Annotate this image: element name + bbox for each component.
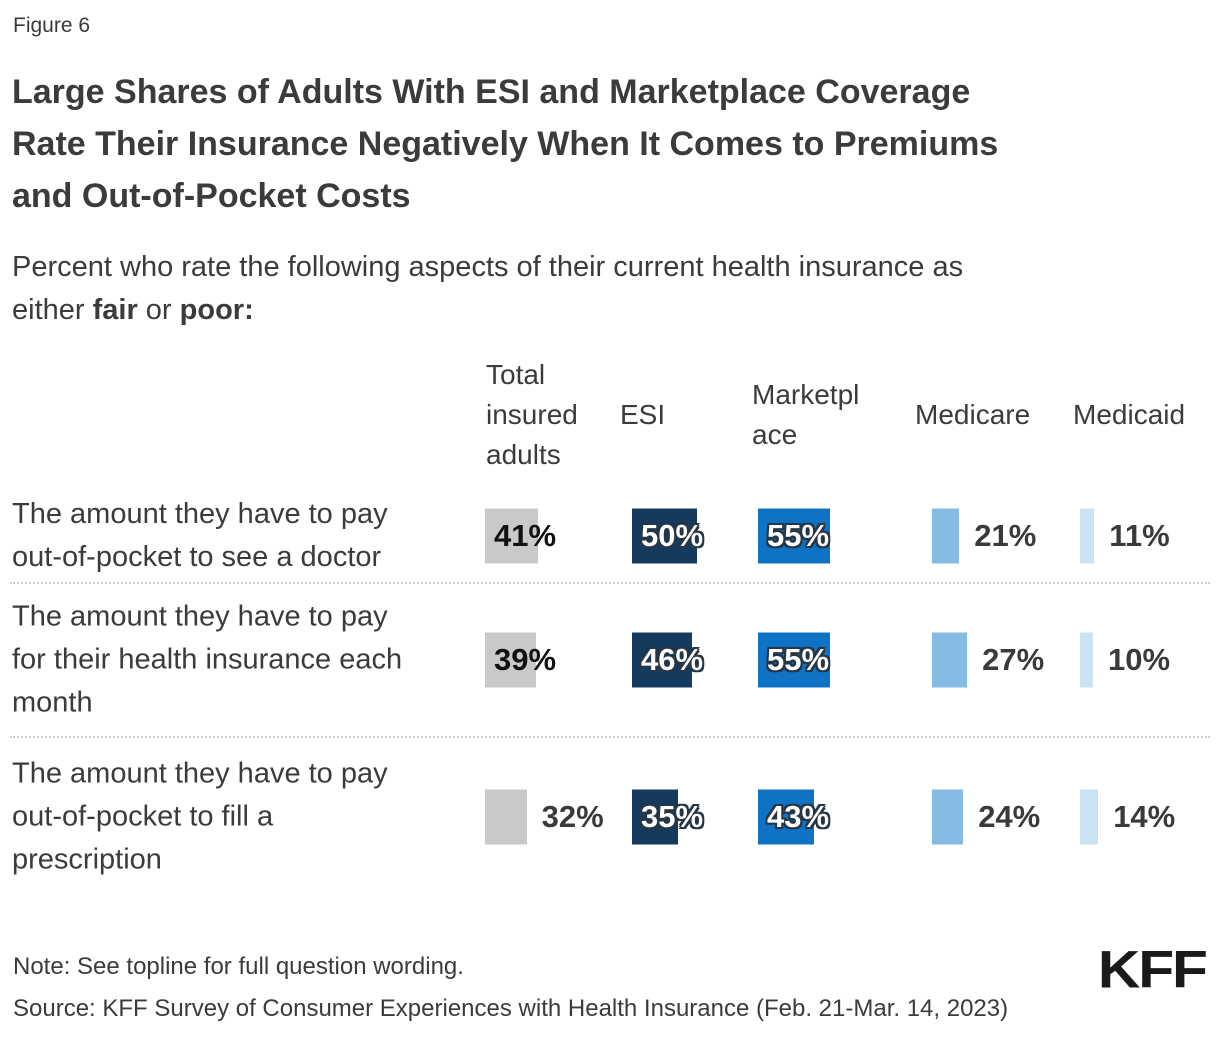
subtitle-bold-poor: poor: — [179, 294, 254, 326]
column-header-marketplace: Marketplace — [752, 345, 864, 485]
medicare-bar — [932, 789, 964, 845]
row-label: The amount they have to pay out-of-pocke… — [12, 497, 388, 573]
column-header-esi: ESI — [620, 345, 700, 485]
esi-value-label: 50% — [641, 517, 704, 553]
medicare-value-label: 21% — [974, 517, 1037, 553]
esi-value-label: 35% — [641, 799, 704, 834]
footer-source: Source: KFF Survey of Consumer Experienc… — [13, 995, 1009, 1022]
subtitle-text: Percent who rate the following aspects o… — [12, 251, 964, 326]
chart-title: Large Shares of Adults With ESI and Mark… — [12, 73, 999, 215]
total-insured-bar — [485, 789, 527, 845]
column-header-label: Medicaid — [1073, 399, 1186, 430]
row-separator — [10, 582, 1210, 584]
chart-row-1: The amount they have to pay out-of-pocke… — [0, 488, 1220, 583]
marketplace-value-label: 43% — [767, 799, 830, 834]
column-header-label: Marketplace — [752, 379, 860, 450]
medicaid-value-label: 14% — [1113, 799, 1176, 834]
chart-row-2: The amount they have to pay for their he… — [0, 582, 1220, 737]
marketplace-value-label: 55% — [767, 517, 830, 553]
row-label: The amount they have to pay out-of-pocke… — [12, 757, 388, 876]
total-insured-value-label: 41% — [494, 517, 557, 553]
marketplace-bar — [758, 508, 830, 563]
total-insured-value-label: 32% — [541, 799, 604, 834]
column-headers: Total insured adults ESI Marketplace Medica… — [0, 345, 1220, 485]
total-insured-bar — [485, 508, 539, 563]
esi-bar — [632, 632, 692, 688]
medicare-value-label: 27% — [982, 642, 1045, 677]
subtitle-bold-fair: fair — [92, 294, 138, 326]
medicaid-bar — [1080, 789, 1099, 845]
total-insured-value-label: 39% — [494, 642, 557, 677]
medicaid-bar — [1080, 508, 1095, 563]
column-header-label: Medicare — [915, 399, 1031, 430]
row-label: The amount they have to pay for their he… — [12, 600, 403, 719]
medicare-bar — [932, 632, 968, 688]
medicaid-bar — [1080, 632, 1093, 688]
marketplace-value-label: 55% — [767, 642, 830, 677]
column-header-medicaid: Medicaid — [1073, 345, 1213, 485]
column-header-total-insured: Total insured adults — [486, 345, 604, 485]
footer-note: Note: See topline for full question word… — [13, 953, 464, 980]
medicaid-value-label: 10% — [1108, 642, 1171, 677]
esi-bar — [632, 508, 697, 563]
kff-logo: KFF — [1097, 938, 1208, 999]
column-header-medicare: Medicare — [915, 345, 1055, 485]
column-header-label: Total insured adults — [486, 359, 578, 470]
medicaid-value-label: 11% — [1109, 517, 1170, 553]
marketplace-bar — [758, 789, 814, 845]
total-insured-bar — [485, 632, 536, 688]
column-header-label: ESI — [620, 399, 666, 430]
medicare-bar — [932, 508, 960, 563]
chart-subtitle: Percent who rate the following aspects o… — [12, 246, 1202, 332]
chart-row-3: The amount they have to pay out-of-pocke… — [0, 736, 1220, 897]
row-separator — [10, 736, 1210, 738]
subtitle-mid: or — [137, 294, 180, 326]
medicare-value-label: 24% — [978, 799, 1041, 834]
marketplace-bar — [758, 632, 830, 688]
esi-value-label: 46% — [641, 642, 704, 677]
esi-bar — [632, 789, 678, 845]
figure-label: Figure 6 — [13, 14, 91, 37]
